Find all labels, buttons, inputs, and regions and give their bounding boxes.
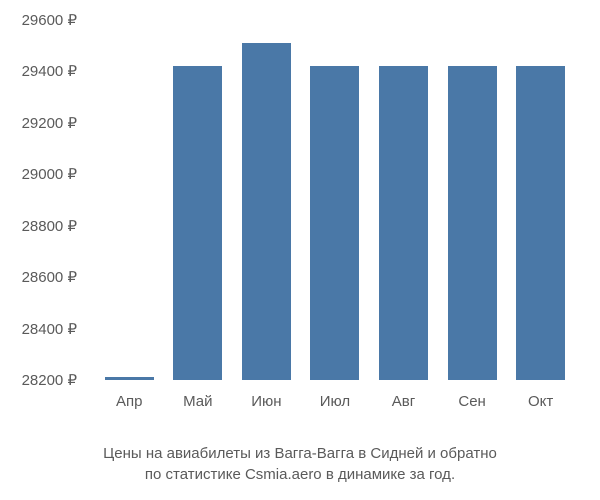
y-tick-label: 29400 ₽: [0, 62, 77, 80]
y-tick-label: 29200 ₽: [0, 114, 77, 132]
caption-line-1: Цены на авиабилеты из Вагга-Вагга в Сидн…: [0, 443, 600, 464]
bar: [242, 43, 291, 380]
x-tick-label: Июн: [242, 393, 291, 410]
bar: [310, 66, 359, 380]
caption-line-2: по статистике Csmia.aero в динамике за г…: [0, 464, 600, 485]
y-tick-label: 28600 ₽: [0, 268, 77, 286]
y-tick-label: 29600 ₽: [0, 11, 77, 29]
bars-group: [90, 20, 580, 380]
bar: [379, 66, 428, 380]
x-axis: Апр Май Июн Июл Авг Сен Окт: [90, 393, 580, 410]
plot-area: АпрМайИюнИюлАвгСенОкт: [90, 20, 580, 380]
bar: [516, 66, 565, 380]
bar: [448, 66, 497, 380]
x-tick-label: Июл: [310, 393, 359, 410]
chart-caption: Цены на авиабилеты из Вагга-Вагга в Сидн…: [0, 443, 600, 485]
y-axis: 28200 ₽28400 ₽28600 ₽28800 ₽29000 ₽29200…: [0, 20, 85, 380]
x-tick-label: Май: [173, 393, 222, 410]
x-tick-label: Апр: [105, 393, 154, 410]
y-tick-label: 29000 ₽: [0, 165, 77, 183]
chart-container: 28200 ₽ 28400 ₽ 28600 ₽ 28800 ₽ 29000 ₽ 29200…: [0, 0, 600, 420]
y-tick-label: 28800 ₽: [0, 217, 77, 235]
bar: [173, 66, 222, 380]
bar: [105, 377, 154, 380]
x-tick-label: Сен: [448, 393, 497, 410]
x-tick-label: Окт: [516, 393, 565, 410]
x-tick-label: Авг: [379, 393, 428, 410]
y-tick-label: 28400 ₽: [0, 320, 77, 338]
y-tick-label: 28200 ₽: [0, 371, 77, 389]
